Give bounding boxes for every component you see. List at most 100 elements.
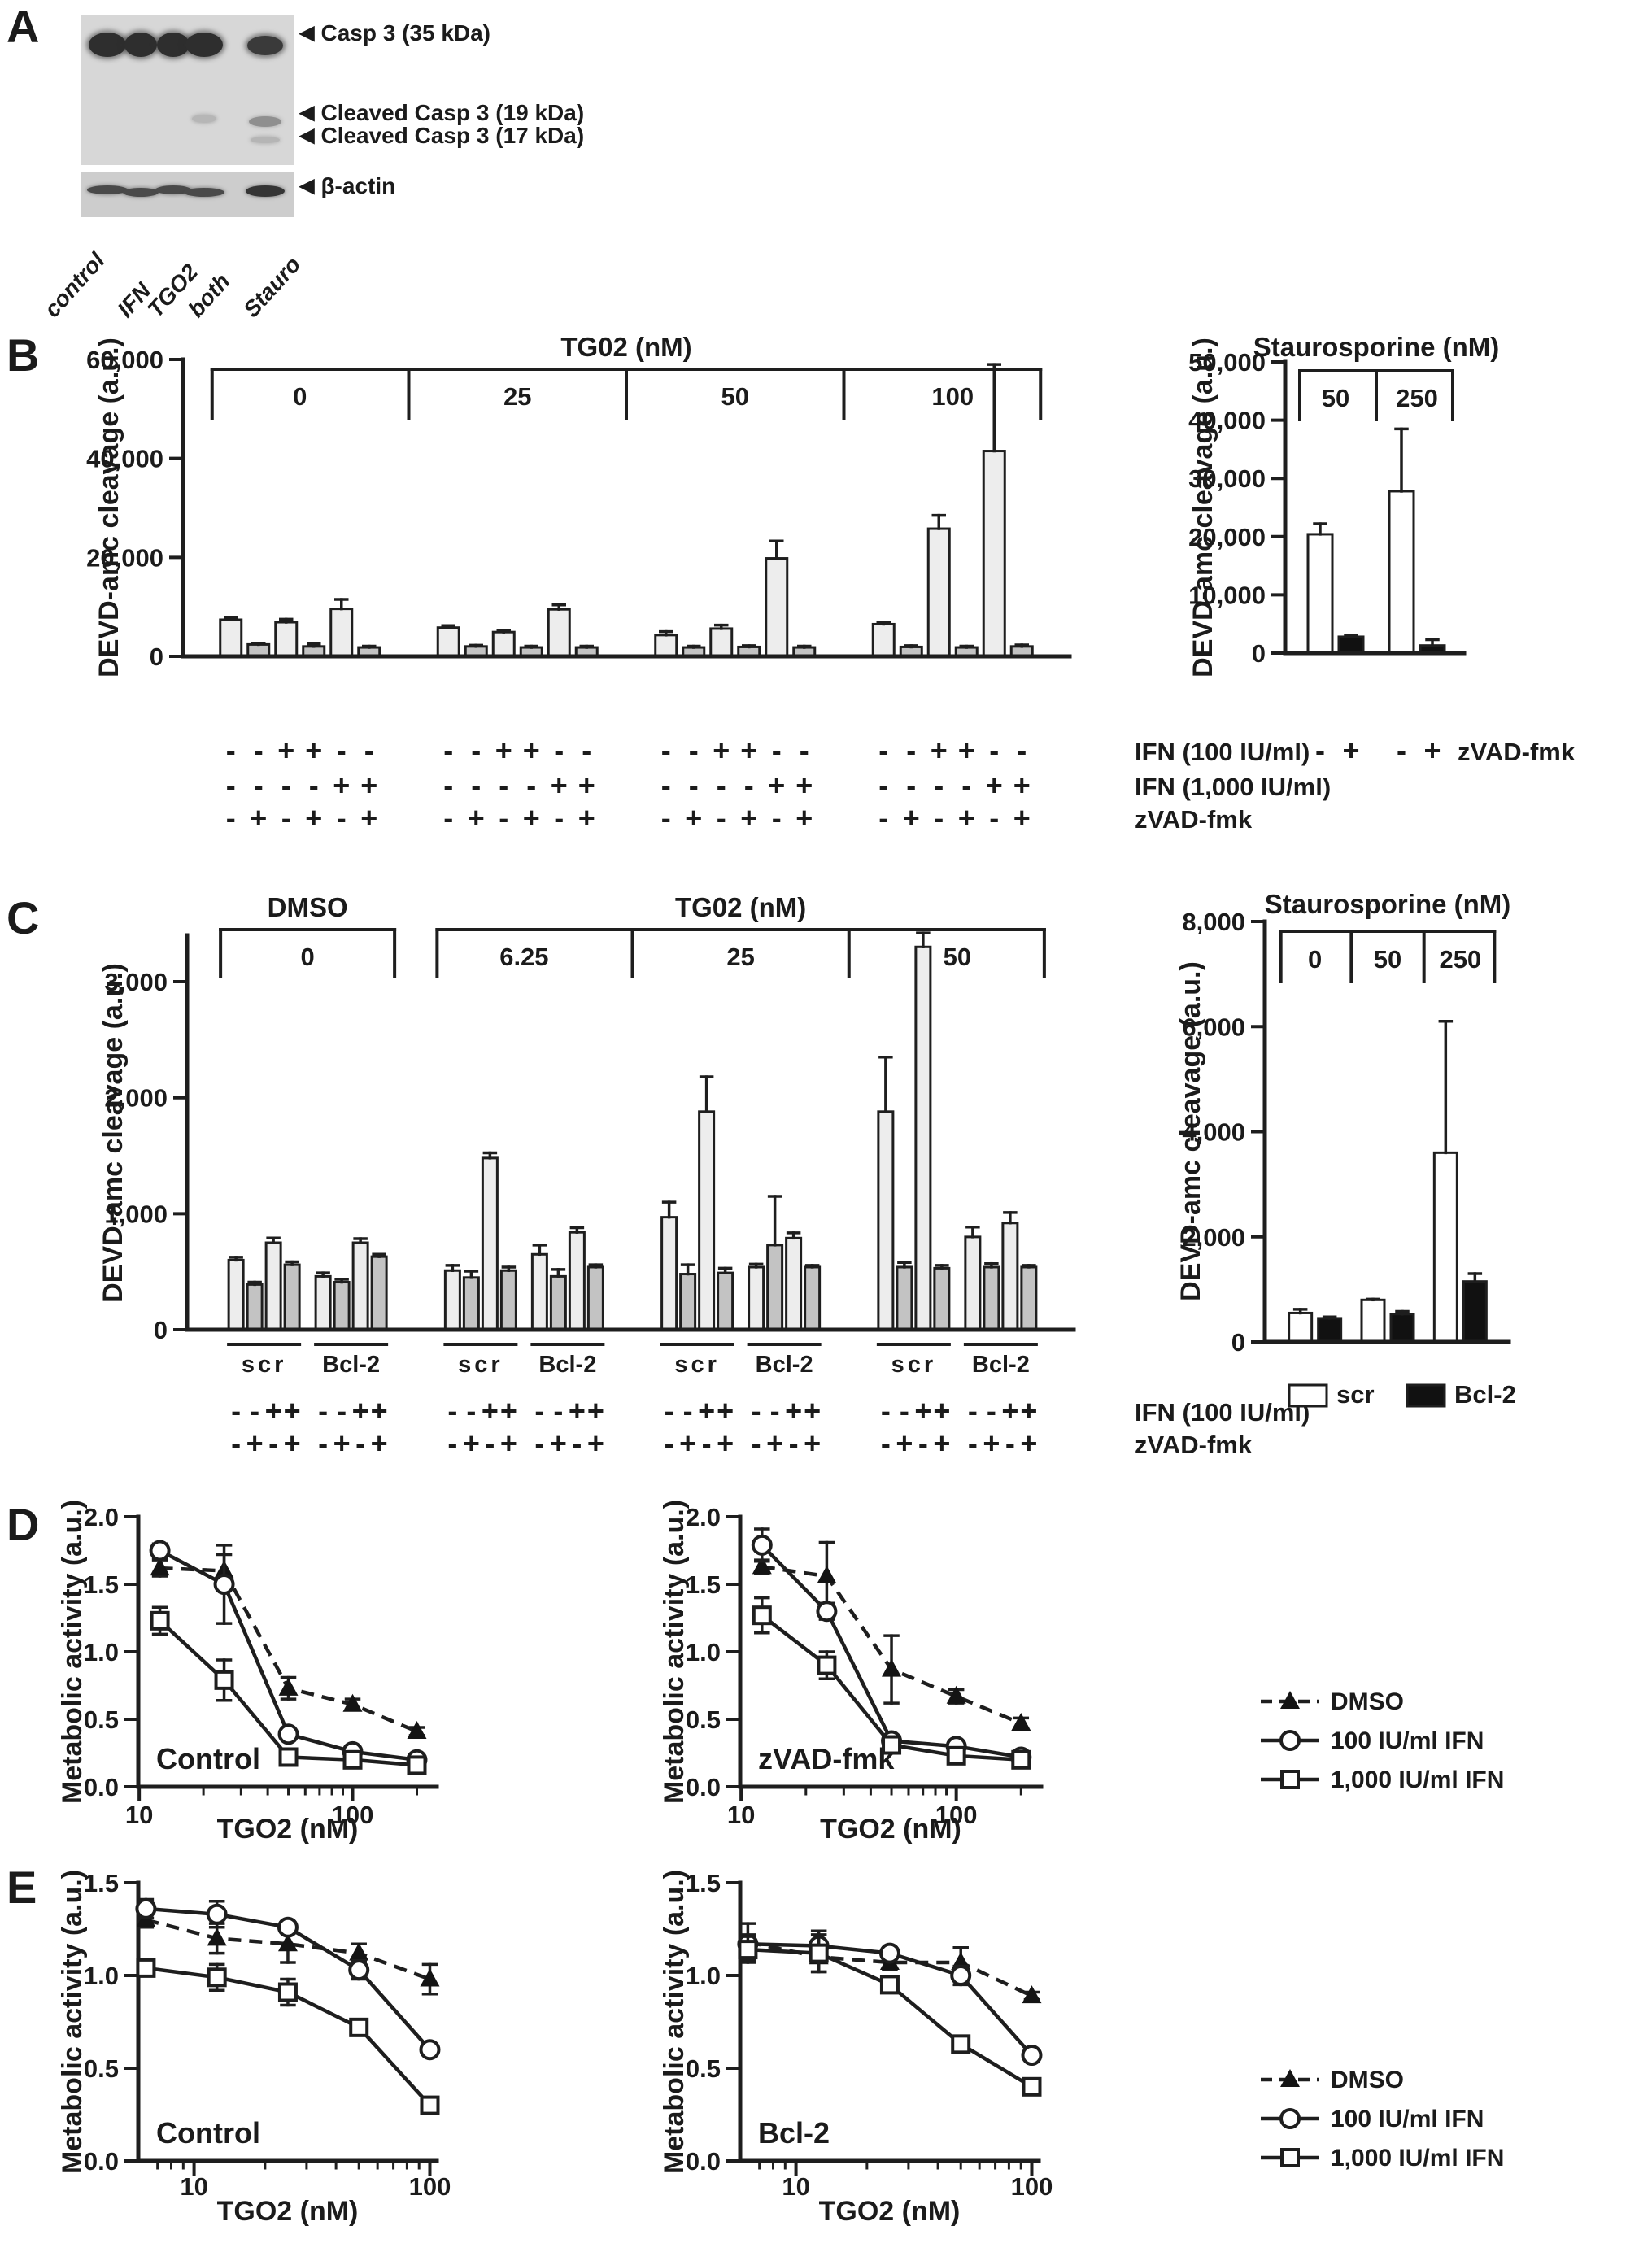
treatment-symbol: - [254,769,264,802]
band-annotation-text: Cleaved Casp 3 (19 kDa) [320,100,585,125]
bar [871,622,896,658]
legend-swatch [1288,1383,1328,1408]
bar [246,1283,264,1331]
casp3-band [157,33,190,57]
casp3-band [247,36,283,55]
treatment-symbol: + [1423,734,1441,767]
row-label: zVAD-fmk [1135,805,1253,834]
treatment-symbol: + [740,801,757,834]
panel-e-bcl2-line-chart: 0.0 0.5 1.0 1.5 10 100 TGO2 (nM) Metabolic acti… [602,1862,1285,2252]
data-point-circle [1021,2045,1043,2067]
group-label: 25 [503,382,531,411]
treatment-symbol: + [713,734,730,767]
treatment-symbol: - [534,1427,544,1460]
y-tick-label: 0 [1252,639,1266,668]
b-left-svg: TG02 (nM) 0 25 50 100 0 20,000 40,000 60,000DEVD… [86,332,1072,834]
treatment-symbol: + [804,1394,821,1427]
treatment-symbol: - [661,769,671,802]
y-tick-label: 2.0 [686,1503,721,1531]
panel-b-label: B [7,329,40,381]
y-tick-label: 2,000 [1182,1223,1245,1252]
bar [709,627,734,658]
data-point-triangle [349,1942,369,1961]
legend-label: 1,000 IU/ml IFN [1331,2145,1504,2171]
y-tick-label: 1.0 [84,1962,119,1990]
y-tick-label: 1.0 [686,1638,721,1666]
data-point-triangle [882,1658,902,1677]
treatment-symbol: - [789,1427,799,1460]
band-annotation: ◀ β-actin [299,173,395,199]
treatment-symbol: + [1013,801,1031,834]
x-tick-label: 100 [409,2172,451,2201]
panel-c-tg02-bar-chart: scr Bcl-2 scr Bcl-2 scr Bcl-2 scr Bcl-2 DMSO 0 TG0… [0,891,1139,1464]
data-point-circle [1279,2108,1301,2129]
data-point-circle [277,1916,299,1938]
bar [568,1231,586,1331]
data-point-square [407,1755,427,1775]
bar [436,626,460,658]
bar [549,1274,567,1331]
data-point-square [1280,2148,1300,2167]
y-tick-label: 0.5 [84,2054,119,2083]
treatment-symbol: + [717,1427,734,1460]
treatment-symbol: - [226,801,236,834]
treatment-symbol: + [986,769,1003,802]
legend-swatch [1406,1383,1446,1408]
e-right-svg: 0.0 0.5 1.0 1.5 10 100 TGO2 (nM) Metabolic acti… [659,1869,1053,2227]
bar [785,1236,803,1331]
treatment-symbol: - [906,769,916,802]
bar [370,1255,388,1331]
legend-label: 100 IU/ml IFN [1331,2106,1484,2132]
treatment-symbol: + [305,801,322,834]
western-blot-beta-actin [81,172,294,217]
bar [491,630,516,658]
treatment-symbol: - [772,801,782,834]
actin-band [123,188,159,197]
bar [679,1273,697,1331]
plot-annotation: Bcl-2 [758,2116,830,2150]
y-tick-label: 1.5 [84,1869,119,1897]
legend-e-svg: DMSO 100 IU/ml IFN 1,000 IU/ml IFN [1261,2067,1504,2171]
treatment-symbol: - [499,801,508,834]
legend-d-svg: DMSO 100 IU/ml IFN 1,000 IU/ml IFN [1261,1688,1504,1793]
bar [1288,1311,1314,1344]
data-point-square [214,1670,234,1690]
y-tick-label: 60,000 [86,346,163,374]
treatment-symbol: - [906,734,916,767]
bracket-title: DMSO [268,892,348,922]
panel-e-label: E [7,1862,37,1913]
treatment-symbol: - [443,769,453,802]
row-suffix-label: zVAD-fmk [1458,738,1576,766]
treatment-symbol: - [471,734,481,767]
casp3-band [89,33,126,57]
treatment-symbol: + [500,1394,517,1427]
y-axis-label: Metabolic activity (a.u.) [57,1870,88,2174]
y-tick-label: 40,000 [86,445,163,473]
bar [698,1110,716,1331]
treatment-symbol: - [443,734,453,767]
bar [933,1266,951,1331]
data-point-circle [419,2039,441,2061]
bracket-title: TG02 (nM) [560,332,691,362]
legend-label: 1,000 IU/ml IFN [1331,1766,1504,1793]
treatment-symbol: - [281,801,291,834]
treatment-symbol: - [268,1427,278,1460]
y-tick-label: 6,000 [1182,1013,1245,1041]
treatment-symbol: - [968,1394,978,1427]
data-point-triangle [342,1693,363,1712]
y-tick-label: 0 [154,1316,168,1344]
data-point-square [207,1967,227,1988]
treatment-symbol: + [933,1394,950,1427]
panel-d-legend: DMSO 100 IU/ml IFN 1,000 IU/ml IFN [1253,1659,1652,1842]
y-tick-label: 30,000 [1188,464,1266,493]
x-axis-label: TGO2 (nM) [819,2196,961,2227]
bracket-title: TG02 (nM) [675,892,806,922]
treatment-symbol: - [968,1427,978,1460]
y-tick-label: 1.0 [686,1962,721,1990]
data-point-square [882,1735,902,1755]
series-line-triangle [159,1566,418,1734]
bar [964,1235,982,1331]
subgroup-label: scr [674,1352,720,1378]
y-tick-label: 1,000 [104,1200,168,1228]
